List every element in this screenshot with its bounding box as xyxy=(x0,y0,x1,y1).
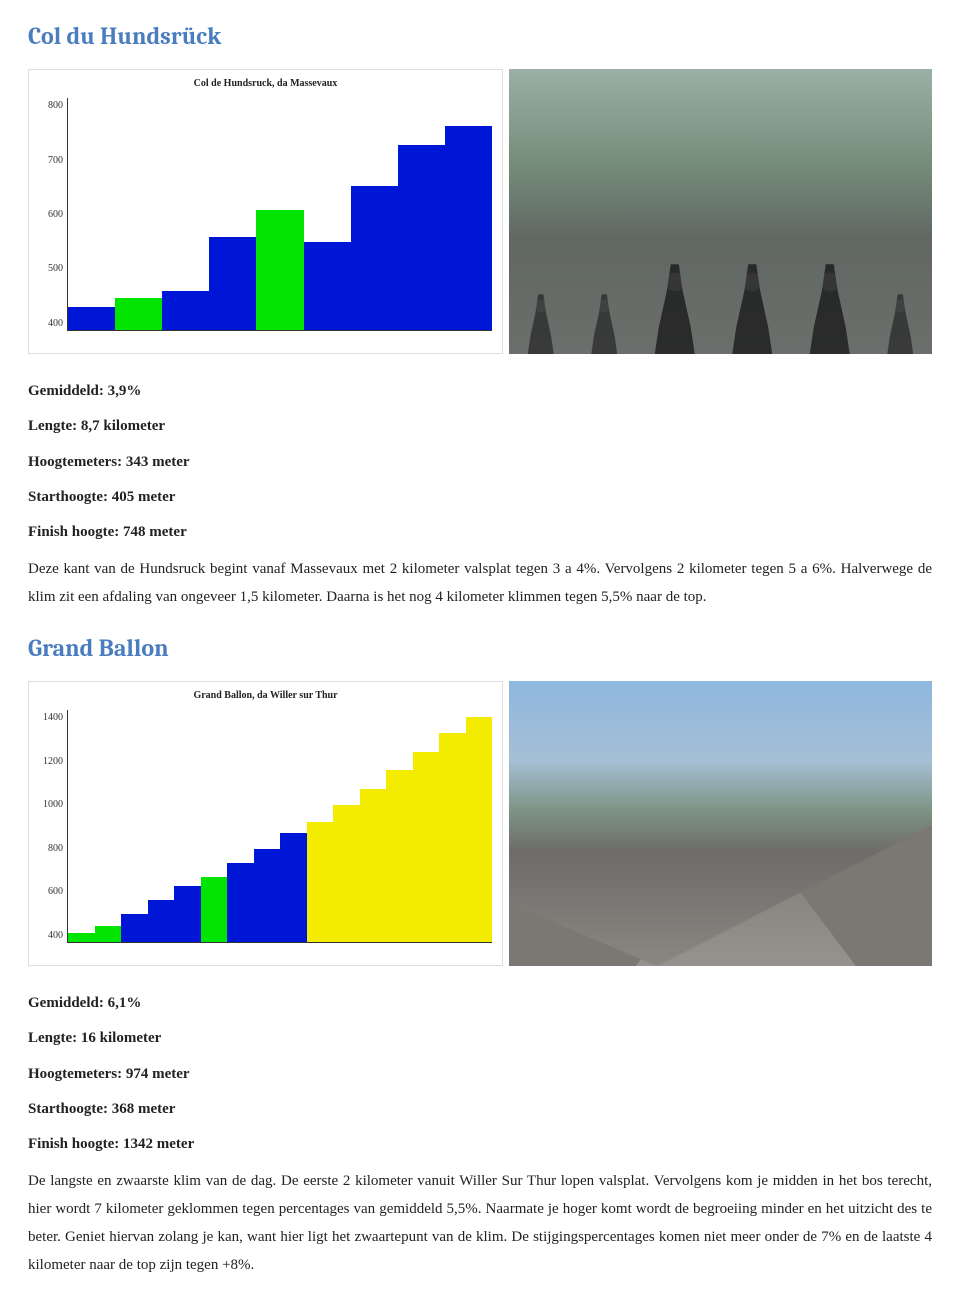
ytick-label: 1200 xyxy=(35,754,63,770)
section-title-hundsruck: Col du Hundsrück xyxy=(28,18,932,55)
chart-bar xyxy=(256,210,303,331)
chart-bar xyxy=(68,933,95,942)
photo-hundsruck xyxy=(509,69,932,354)
ytick-label: 400 xyxy=(35,928,63,944)
ytick-label: 800 xyxy=(35,98,63,114)
elevation-chart-grandballon: Grand Ballon, da Willer sur Thur 1400 120… xyxy=(28,681,503,966)
section-title-grandballon: Grand Ballon xyxy=(28,630,932,667)
chart-bar xyxy=(227,863,254,942)
ytick-label: 600 xyxy=(35,884,63,900)
stat-hoogtemeters: Hoogtemeters: 974 meter xyxy=(28,1063,932,1086)
chart-bar xyxy=(304,242,351,330)
media-row-hundsruck: Col de Hundsruck, da Massevaux 800 700 600… xyxy=(28,69,932,354)
chart-bar xyxy=(386,770,413,942)
stat-finishhoogte: Finish hoogte: 748 meter xyxy=(28,521,932,544)
chart-bar xyxy=(360,789,387,942)
chart-bar xyxy=(445,126,492,330)
stat-lengte: Lengte: 8,7 kilometer xyxy=(28,415,932,438)
chart-bar xyxy=(68,307,115,330)
chart-bar xyxy=(307,822,334,943)
chart-bar xyxy=(95,926,122,942)
ytick-label: 1400 xyxy=(35,710,63,726)
stat-gemiddeld: Gemiddeld: 6,1% xyxy=(28,992,932,1015)
chart-bar xyxy=(201,877,228,942)
chart-bar xyxy=(209,237,256,330)
stats-hundsruck: Gemiddeld: 3,9% Lengte: 8,7 kilometer Ho… xyxy=(28,380,932,544)
chart-bar xyxy=(398,145,445,331)
stat-hoogtemeters: Hoogtemeters: 343 meter xyxy=(28,451,932,474)
chart-bar xyxy=(413,752,440,942)
chart-bar xyxy=(466,717,493,942)
chart-bars xyxy=(67,98,492,331)
stat-lengte: Lengte: 16 kilometer xyxy=(28,1027,932,1050)
chart-bar xyxy=(148,900,175,942)
stats-grandballon: Gemiddeld: 6,1% Lengte: 16 kilometer Hoo… xyxy=(28,992,932,1156)
ytick-label: 400 xyxy=(35,316,63,332)
chart-title: Grand Ballon, da Willer sur Thur xyxy=(29,688,502,704)
stat-finishhoogte: Finish hoogte: 1342 meter xyxy=(28,1133,932,1156)
stat-starthoogte: Starthoogte: 368 meter xyxy=(28,1098,932,1121)
ytick-label: 800 xyxy=(35,841,63,857)
ytick-label: 1000 xyxy=(35,797,63,813)
chart-bar xyxy=(174,886,201,942)
chart-bar xyxy=(254,849,281,942)
chart-bar xyxy=(333,805,360,942)
chart-title: Col de Hundsruck, da Massevaux xyxy=(29,76,502,92)
chart-bar xyxy=(121,914,148,942)
chart-bar xyxy=(351,186,398,330)
description-grandballon: De langste en zwaarste klim van de dag. … xyxy=(28,1168,932,1279)
ytick-label: 500 xyxy=(35,261,63,277)
photo-grandballon xyxy=(509,681,932,966)
ytick-label: 700 xyxy=(35,153,63,169)
stat-starthoogte: Starthoogte: 405 meter xyxy=(28,486,932,509)
ytick-label: 600 xyxy=(35,207,63,223)
chart-bar xyxy=(439,733,466,942)
chart-bar xyxy=(162,291,209,330)
chart-bars xyxy=(67,710,492,943)
chart-bar xyxy=(280,833,307,942)
chart-y-axis: 800 700 600 500 400 xyxy=(35,98,63,331)
chart-y-axis: 1400 1200 1000 800 600 400 xyxy=(35,710,63,943)
media-row-grandballon: Grand Ballon, da Willer sur Thur 1400 120… xyxy=(28,681,932,966)
stat-gemiddeld: Gemiddeld: 3,9% xyxy=(28,380,932,403)
description-hundsruck: Deze kant van de Hundsruck begint vanaf … xyxy=(28,556,932,612)
elevation-chart-hundsruck: Col de Hundsruck, da Massevaux 800 700 600… xyxy=(28,69,503,354)
chart-bar xyxy=(115,298,162,330)
